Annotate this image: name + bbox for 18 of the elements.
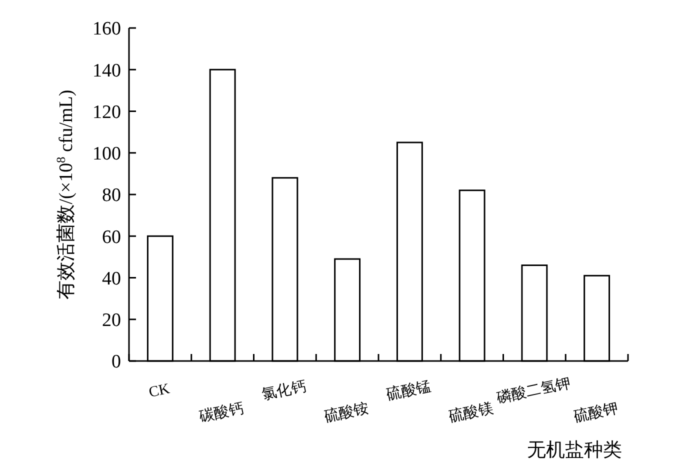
y-tick-label: 80	[102, 185, 121, 206]
y-tick-label: 0	[112, 352, 121, 373]
y-tick-label: 20	[102, 310, 121, 332]
x-axis-title: 无机盐种类	[527, 440, 622, 461]
y-tick-label: 40	[102, 268, 121, 290]
y-tick-label: 60	[102, 226, 121, 248]
x-tick-label: 磷酸二氢钾	[494, 374, 572, 407]
x-tick-label: 硫酸铵	[322, 400, 370, 426]
x-tick-label: 硫酸钾	[572, 400, 620, 426]
y-tick-label: 140	[92, 60, 121, 82]
x-tick-label: 氯化钙	[260, 378, 308, 404]
y-tick-label: 160	[92, 18, 121, 40]
x-tick-label: CK	[148, 381, 172, 402]
y-tick-label: 120	[92, 102, 121, 123]
x-tick-label: 硫酸镁	[447, 400, 495, 426]
y-tick-label: 100	[92, 144, 121, 165]
x-tick-label: 碳酸钙	[196, 400, 246, 426]
x-tick-label: 硫酸锰	[384, 378, 433, 404]
